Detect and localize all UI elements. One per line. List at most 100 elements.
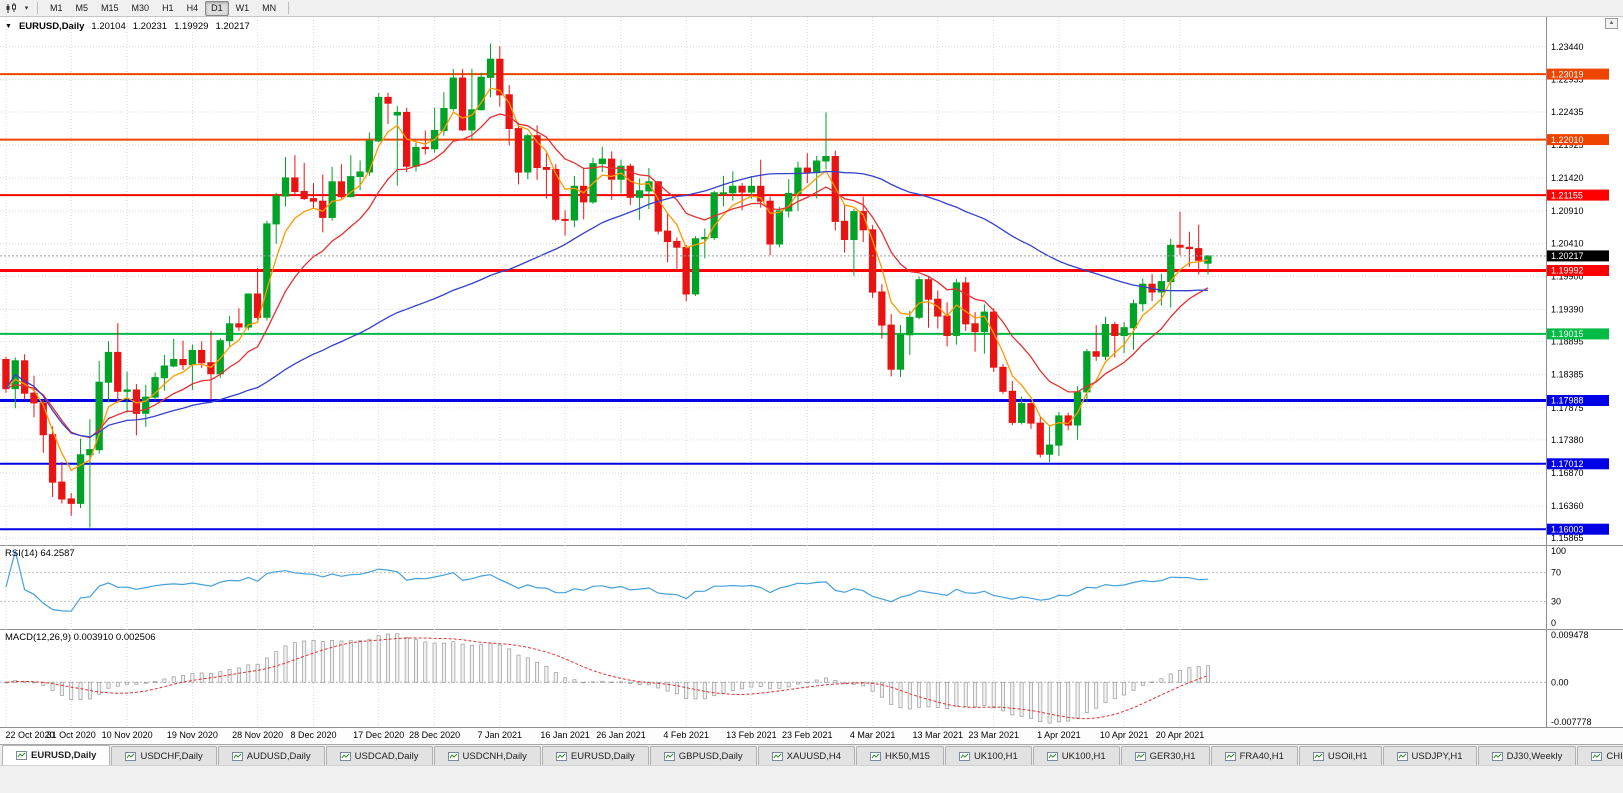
toolbar-separator: [288, 2, 290, 14]
svg-text:1.16003: 1.16003: [1551, 524, 1584, 534]
svg-text:28 Nov 2020: 28 Nov 2020: [232, 730, 283, 740]
chart-tab[interactable]: USDCHF,Daily: [111, 746, 217, 765]
charts-toolbar-icon[interactable]: [3, 2, 20, 15]
svg-text:1.17988: 1.17988: [1551, 396, 1584, 406]
svg-text:1.20217: 1.20217: [1551, 251, 1584, 261]
chart-type-dropdown-icon[interactable]: ▾: [24, 5, 29, 12]
svg-text:7 Jan 2021: 7 Jan 2021: [478, 730, 523, 740]
svg-text:1 Apr 2021: 1 Apr 2021: [1037, 730, 1081, 740]
svg-text:22 Oct 2020: 22 Oct 2020: [5, 730, 54, 740]
chart-tab-icon: [870, 751, 882, 761]
chart-tab[interactable]: USDCNH,Daily: [433, 746, 541, 765]
chart-tab[interactable]: AUDUSD,Daily: [217, 746, 325, 765]
timeframe-button-m15[interactable]: M15: [101, 2, 119, 13]
svg-text:1.20910: 1.20910: [1551, 206, 1584, 216]
svg-text:1.18895: 1.18895: [1551, 337, 1584, 347]
chart-tab-icon: [1396, 751, 1408, 761]
svg-text:1.21155: 1.21155: [1551, 190, 1583, 200]
timeframe-button-h4[interactable]: H4: [186, 2, 199, 13]
timeframe-buttons: M1 M5 M15 M30 H1 H4 D1 W1 MN: [44, 0, 282, 16]
chart-tab[interactable]: GBPUSD,Daily: [649, 746, 757, 765]
chart-tab-label: USDJPY,H1: [1411, 750, 1463, 762]
chart-tab-icon: [16, 751, 27, 760]
ohlc-open: 1.20104: [91, 21, 126, 32]
chart-tab-icon: [339, 751, 351, 761]
timeframe-button-h1[interactable]: H1: [162, 2, 174, 13]
chart-tab[interactable]: CHINA300,H1: [1577, 746, 1623, 765]
macd-canvas[interactable]: 0.009478 0.00 -0.007778: [0, 629, 1623, 727]
chart-tab[interactable]: GER30,H1: [1120, 746, 1210, 765]
ohlc-low: 1.19929: [174, 21, 209, 32]
svg-text:20 Apr 2021: 20 Apr 2021: [1156, 730, 1205, 740]
svg-text:1.19992: 1.19992: [1551, 266, 1584, 276]
moving-average-lines: [5, 87, 1209, 472]
svg-text:1.17380: 1.17380: [1551, 435, 1584, 445]
svg-text:1.22435: 1.22435: [1551, 107, 1584, 117]
chart-tab[interactable]: USDCAD,Daily: [325, 746, 433, 765]
svg-text:1.19900: 1.19900: [1551, 272, 1584, 282]
svg-text:31 Oct 2020: 31 Oct 2020: [47, 730, 96, 740]
rsi-label: RSI(14) 64.2587: [5, 548, 75, 559]
chart-tab[interactable]: XAUUSD,H4: [757, 746, 856, 765]
price-chart-canvas[interactable]: 1.234401.229351.224351.219251.214201.209…: [0, 17, 1623, 545]
svg-text:1.18385: 1.18385: [1551, 370, 1584, 380]
chart-tab[interactable]: HK50,M15: [856, 746, 944, 765]
svg-text:70: 70: [1551, 568, 1561, 578]
chart-tab-icon: [663, 751, 675, 761]
main-chart-panel[interactable]: 1.234401.229351.224351.219251.214201.209…: [0, 17, 1623, 545]
chart-tab[interactable]: EURUSD,Daily: [2, 745, 111, 765]
rsi-panel[interactable]: 100 70 30 0 RSI(14) 64.2587: [0, 545, 1623, 629]
timeframe-button-w1[interactable]: W1: [235, 2, 250, 13]
chart-tab-icon: [231, 751, 243, 761]
svg-text:19 Nov 2020: 19 Nov 2020: [167, 730, 218, 740]
timeframe-button-mn[interactable]: MN: [262, 2, 277, 13]
chart-tab-label: HK50,M15: [885, 750, 930, 762]
mini-candles-icon: [6, 2, 16, 13]
chart-tab-label: USOil,H1: [1327, 750, 1368, 762]
time-axis[interactable]: 22 Oct 2020 31 Oct 2020 10 Nov 2020 19 Nov …: [0, 727, 1623, 744]
svg-text:23 Mar 2021: 23 Mar 2021: [968, 730, 1019, 740]
chart-tab-icon: [1312, 751, 1324, 761]
svg-text:16 Jan 2021: 16 Jan 2021: [540, 730, 590, 740]
macd-axis-labels: 0.009478 0.00 -0.007778: [1551, 630, 1592, 727]
chart-tab[interactable]: USDJPY,H1: [1382, 746, 1477, 765]
macd-panel[interactable]: 0.009478 0.00 -0.007778 MACD(12,26,9) 0.00…: [0, 629, 1623, 727]
svg-text:17 Dec 2020: 17 Dec 2020: [353, 730, 404, 740]
rsi-canvas[interactable]: 100 70 30 0: [0, 545, 1623, 629]
timeframe-button-d1[interactable]: D1: [205, 0, 229, 16]
svg-text:28 Dec 2020: 28 Dec 2020: [409, 730, 460, 740]
chart-tab[interactable]: DJ30,Weekly: [1477, 746, 1577, 765]
rsi-line: [5, 550, 1209, 612]
scroll-up-button[interactable]: ▲: [1605, 18, 1618, 29]
symbol-menu-icon[interactable]: ▼: [5, 23, 12, 30]
chart-tab-icon: [1491, 751, 1503, 761]
timeframe-button-m5[interactable]: M5: [75, 2, 89, 13]
svg-text:1.16360: 1.16360: [1551, 501, 1584, 511]
svg-text:0.00: 0.00: [1551, 677, 1569, 687]
chart-tab[interactable]: UK100,H1: [944, 746, 1032, 765]
svg-text:1.23019: 1.23019: [1551, 69, 1584, 79]
bottom-tabbar: EURUSD,Daily USDCHF,Daily AUDUSD,Daily USDC…: [0, 744, 1623, 765]
chart-tab-label: DJ30,Weekly: [1506, 750, 1563, 762]
chart-tab[interactable]: USOil,H1: [1298, 746, 1382, 765]
chart-tab-label: AUDUSD,Daily: [246, 750, 311, 762]
chart-tab-label: UK100,H1: [1061, 750, 1106, 762]
ohlc-high: 1.20231: [132, 21, 168, 32]
svg-text:8 Dec 2020: 8 Dec 2020: [290, 730, 336, 740]
chart-tab-label: UK100,H1: [973, 750, 1018, 762]
rsi-level-lines: [0, 572, 1546, 602]
chart-tab[interactable]: FRA40,H1: [1210, 746, 1298, 765]
chart-tab-label: XAUUSD,H4: [786, 750, 842, 762]
svg-text:0: 0: [1551, 618, 1556, 628]
chart-tab[interactable]: UK100,H1: [1032, 746, 1120, 765]
horizontal-level-lines[interactable]: [0, 73, 1546, 531]
timeframe-button-m30[interactable]: M30: [131, 2, 150, 13]
chart-tab-label: GER30,H1: [1149, 750, 1196, 762]
candles: [2, 43, 1212, 528]
chart-tab-icon: [1591, 751, 1603, 761]
chart-tab[interactable]: EURUSD,Daily: [541, 746, 649, 765]
svg-text:1.19015: 1.19015: [1551, 329, 1584, 339]
chart-tab-icon: [1046, 751, 1058, 761]
timeframe-button-m1[interactable]: M1: [50, 2, 63, 13]
